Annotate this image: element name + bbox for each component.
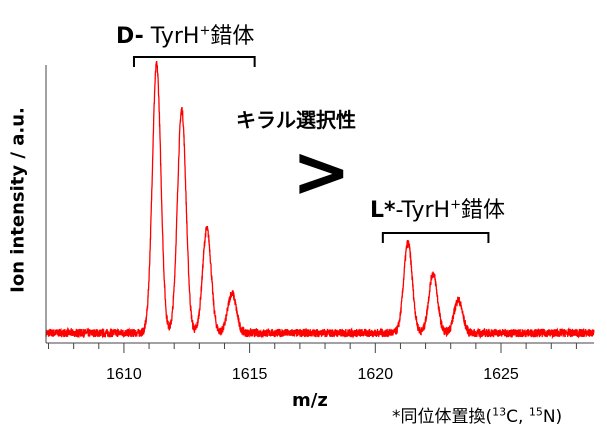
x-tick-label: 1610 bbox=[106, 366, 142, 383]
footnote-pre: *同位体置換( bbox=[392, 407, 493, 427]
footnote-post: N) bbox=[542, 407, 563, 427]
l-prefix: L* bbox=[370, 198, 396, 223]
l-suffix: 錯体 bbox=[460, 198, 505, 223]
x-axis-label: m/z bbox=[292, 390, 328, 411]
d-charge: + bbox=[199, 23, 211, 39]
greater-than-sign: > bbox=[292, 131, 351, 213]
spectrum-line bbox=[45, 60, 595, 340]
d-complex-label: D- TyrH+錯体 bbox=[116, 18, 254, 50]
chiral-selectivity-label: キラル選択性 bbox=[236, 108, 356, 132]
footnote-mid: C, bbox=[506, 407, 529, 427]
d-prefix: D- bbox=[116, 24, 144, 49]
d-complex-bracket bbox=[132, 56, 256, 67]
footnote-sup-15: 15 bbox=[528, 405, 543, 419]
d-suffix: 錯体 bbox=[210, 24, 255, 49]
l-name: -TyrH bbox=[395, 198, 451, 223]
x-tick-label: 1620 bbox=[358, 366, 394, 383]
y-axis-label: Ion intensity / a.u. bbox=[7, 107, 29, 293]
d-name: TyrH bbox=[143, 24, 200, 49]
l-charge: + bbox=[450, 197, 461, 213]
footnote-sup-13: 13 bbox=[492, 405, 507, 419]
x-tick-label: 1625 bbox=[483, 366, 519, 383]
x-tick-label: 1615 bbox=[232, 366, 268, 383]
l-complex-label: L*-TyrH+錯体 bbox=[370, 192, 505, 224]
isotope-footnote: *同位体置換(13C, 15N) bbox=[392, 402, 562, 427]
l-complex-bracket bbox=[381, 232, 490, 243]
